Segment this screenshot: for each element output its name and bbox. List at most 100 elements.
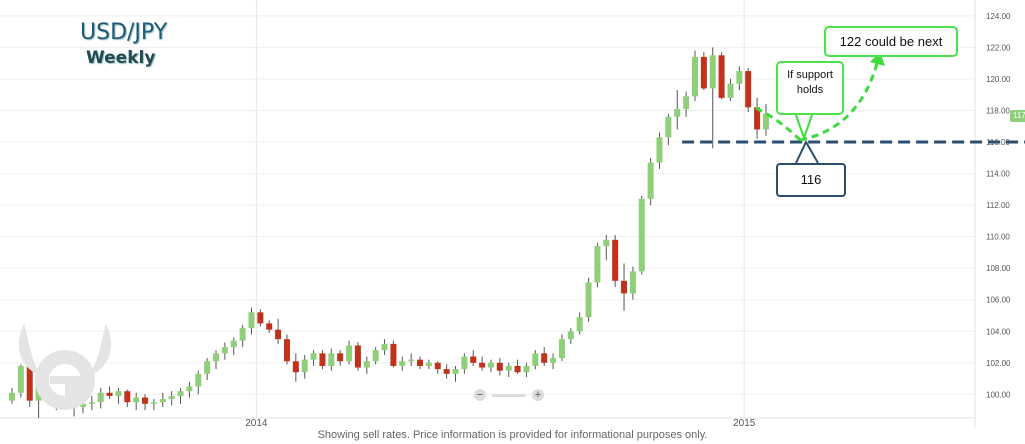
candle-body [487,362,494,368]
candle-body [576,317,583,332]
x-tick-label: 2014 [245,418,268,429]
candle-body [514,365,521,373]
candle-body [443,369,450,374]
candle-body [434,362,441,370]
candle-body [292,361,299,373]
target-callout: 122 could be next [824,26,958,57]
support-note-callout: If support holds [776,61,844,115]
candle-body [603,239,610,247]
support-level-pointer [795,139,819,164]
candle-body [239,328,246,341]
candle-body [736,71,743,84]
candle-body [656,137,663,163]
candle-body [115,391,122,396]
support-level-callout: 116 [776,163,846,197]
y-tick-label: 108.00 [986,264,1011,273]
candle-body [408,359,415,362]
candle-body [79,403,86,407]
y-tick-label: 110.00 [986,233,1010,242]
y-tick-label: 106.00 [986,296,1011,305]
y-tick-label: 124.00 [986,12,1011,21]
candle-body [177,391,184,396]
chart-overlay [682,52,1025,164]
candle-body [221,347,228,354]
chart-grid: 124.00122.00120.00118.00116.00114.00112.… [0,0,1011,429]
candle-body [248,312,255,329]
arrow-curve-up [799,59,880,142]
candle-body [390,343,397,366]
candle-body [665,116,672,138]
candle-body [754,107,761,130]
candle-body [638,198,645,272]
candle-body [17,365,24,393]
zoom-control: − + [474,389,544,403]
candle-body [310,353,317,360]
candle-body [363,361,370,368]
candle-body [186,386,193,392]
candle-body [354,345,361,368]
candle-body [558,339,565,359]
candle-body [674,108,681,117]
candle-body [372,350,379,362]
candle-body [621,280,628,294]
candle-body [425,362,432,366]
candle-body [124,391,131,403]
candle-body [97,392,104,403]
candle-body [417,359,424,366]
y-tick-label: 112.00 [986,201,1010,210]
candle-body [745,71,752,108]
candle-body [523,365,530,373]
candle-body [700,56,707,89]
candle-body [346,345,353,362]
candle-body [257,312,264,324]
candle-body [691,56,698,97]
y-tick-label: 122.00 [986,43,1011,52]
candle-body [550,358,557,363]
candle-body [461,356,468,370]
candle-body [683,96,690,109]
zoom-in-button[interactable]: + [532,389,544,401]
disclaimer-footer: Showing sell rates. Price information is… [317,429,708,441]
candle-body [168,395,175,400]
zoom-slider-track[interactable] [492,394,526,397]
candle-body [204,361,211,374]
candle-body [319,353,326,366]
candle-body [496,362,503,371]
candle-body [26,365,33,401]
y-tick-label: 104.00 [986,327,1011,336]
candle-body [762,113,769,130]
candle-body [718,55,725,98]
zoom-out-button[interactable]: − [474,389,486,401]
y-tick-label: 114.00 [986,170,1010,179]
candle-body [133,397,140,403]
candle-body [195,373,202,387]
candle-body [301,359,308,373]
candle-body [275,329,282,340]
candle-body [283,339,290,362]
candle-body [266,323,273,330]
candle-body [381,343,388,351]
brand-logo-icon [18,324,112,410]
candle-body [213,353,220,362]
candle-body [88,402,95,404]
candlestick-series [9,47,769,418]
candle-body [9,392,15,401]
candle-body [505,365,512,371]
candle-body [727,83,734,98]
chart-title: USD/JPY [80,20,168,45]
candle-body [479,362,486,368]
candle-body [567,331,574,340]
x-tick-label: 2015 [733,418,756,429]
candle-body [612,239,619,281]
y-tick-label: 102.00 [986,359,1011,368]
candle-body [629,271,636,294]
candle-body [647,162,654,199]
candle-body [106,392,113,396]
support-note-pointer [795,114,813,142]
candle-body [159,399,166,403]
chart-subtitle: Weekly [86,48,156,68]
candle-body [594,246,601,283]
candle-body [399,361,406,366]
candle-body [142,397,149,404]
